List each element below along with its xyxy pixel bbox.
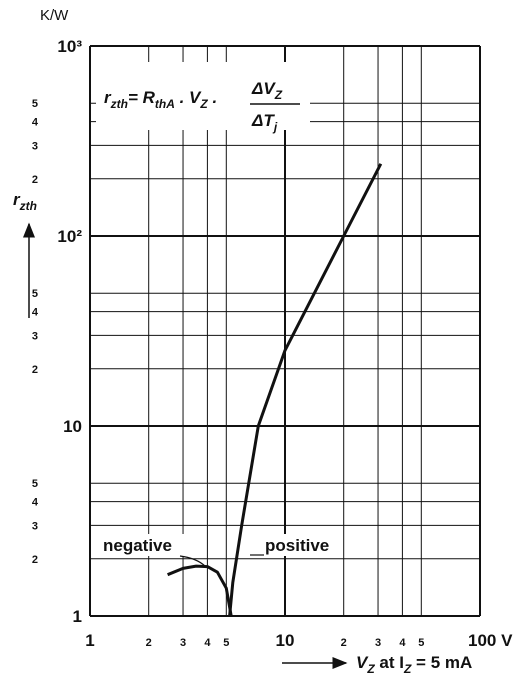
- x-tick-label: 4: [204, 637, 211, 649]
- x-label-part: at I: [375, 653, 404, 672]
- y-unit: K/W: [40, 7, 69, 24]
- y-tick-label: 2: [32, 364, 38, 376]
- formula-numerator: ΔVZ: [251, 79, 283, 102]
- x-tick-label: 5: [418, 637, 424, 649]
- y-tick-label: 10²: [57, 227, 82, 246]
- formula-sub: zth: [110, 97, 128, 111]
- series-label: negative: [103, 536, 172, 555]
- y-axis-label: rzth: [13, 190, 37, 213]
- x-tick-label: 2: [146, 637, 152, 649]
- formula-sub: j: [272, 120, 278, 134]
- formula-sub: Z: [199, 97, 208, 111]
- formula-part: r: [104, 88, 112, 107]
- series-line: [228, 163, 383, 617]
- y-tick-label: 4: [32, 117, 39, 129]
- y-tick-label: 3: [32, 520, 38, 532]
- formula-part: ΔT: [251, 111, 275, 130]
- x-tick-label: 2: [341, 637, 347, 649]
- y-tick-label: 1: [73, 607, 82, 626]
- x-tick-label: 4: [399, 637, 406, 649]
- formula-sub: Z: [274, 88, 283, 102]
- x-tick-label: 1: [85, 631, 94, 650]
- series-line: [167, 564, 233, 617]
- formula-box: [96, 62, 310, 130]
- label-bg: [100, 534, 192, 556]
- x-label-sub: Z: [403, 662, 412, 676]
- y-label-main: r: [13, 190, 21, 209]
- y-tick-label: 2: [32, 554, 38, 566]
- y-tick-label: 5: [32, 288, 38, 300]
- y-tick-label: 5: [32, 478, 38, 490]
- formula-part: . V: [175, 88, 202, 107]
- y-tick-label: 10³: [57, 37, 82, 56]
- series-label: positive: [265, 536, 329, 555]
- x-label-part: = 5 mA: [411, 653, 472, 672]
- y-tick-label: 3: [32, 330, 38, 342]
- formula-part: ΔV: [251, 79, 276, 98]
- x-tick-label: 10: [276, 631, 295, 650]
- x-tick-label: 3: [180, 637, 186, 649]
- y-tick-label: 2: [32, 174, 38, 186]
- formula-part: = R: [128, 88, 156, 107]
- y-tick-label: 10: [63, 417, 82, 436]
- x-label-part: V: [356, 653, 369, 672]
- y-tick-label: 4: [32, 307, 39, 319]
- y-tick-label: 4: [32, 497, 39, 509]
- y-label-sub: zth: [19, 199, 37, 213]
- x-label-sub: Z: [366, 662, 375, 676]
- leader: [179, 555, 206, 567]
- y-tick-label: 3: [32, 140, 38, 152]
- formula-denominator: ΔTj: [251, 111, 278, 134]
- x-axis-label: VZ​ at IZ​ = 5 mA: [356, 653, 472, 676]
- formula-sub: thA: [155, 97, 175, 111]
- x-tick-label: 100 V: [468, 631, 513, 650]
- y-tick-label: 5: [32, 98, 38, 110]
- x-tick-label: 5: [223, 637, 229, 649]
- x-tick-label: 3: [375, 637, 381, 649]
- label-bg: [262, 534, 342, 556]
- formula-part: .: [208, 88, 217, 107]
- formula: rzth​= RthA​ . VZ​ .: [104, 88, 217, 111]
